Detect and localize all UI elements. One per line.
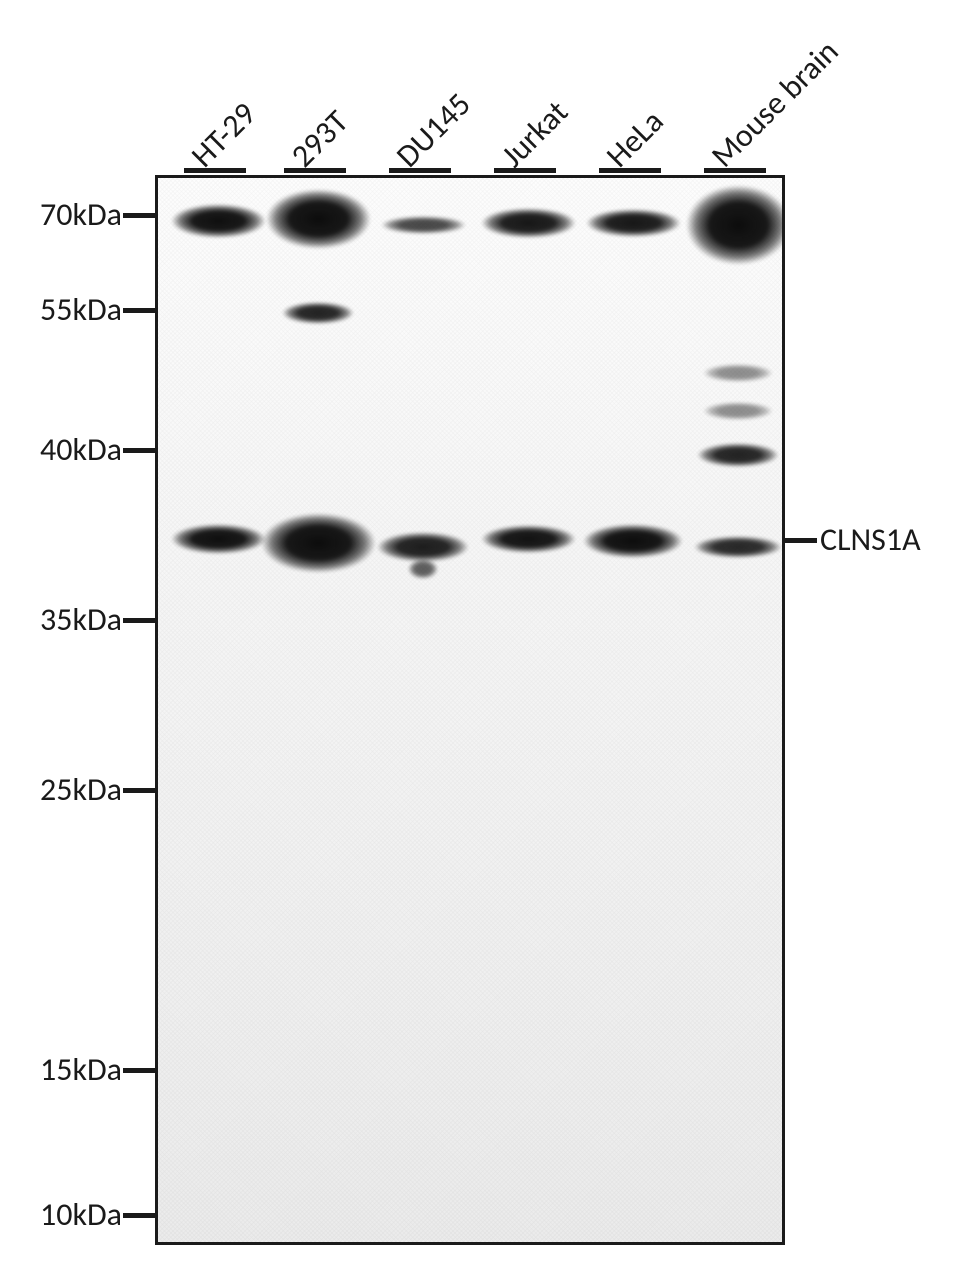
blot-band bbox=[261, 513, 376, 573]
blot-band bbox=[408, 559, 438, 579]
lane-label: HT-29 bbox=[183, 94, 264, 175]
mw-marker-tick bbox=[123, 308, 155, 313]
lane-label: Mouse brain bbox=[703, 32, 846, 175]
blot-band bbox=[703, 364, 773, 382]
mw-marker-tick bbox=[123, 448, 155, 453]
blot-band bbox=[703, 402, 773, 420]
mw-marker-label: 10kDa bbox=[40, 1195, 122, 1234]
blot-band bbox=[282, 302, 354, 324]
target-tick bbox=[785, 538, 817, 543]
blot-band bbox=[381, 216, 466, 234]
mw-marker-tick bbox=[123, 1213, 155, 1218]
mw-marker-tick bbox=[123, 788, 155, 793]
blot-band bbox=[377, 532, 469, 562]
blot-band bbox=[697, 443, 779, 467]
lane-label: Jurkat bbox=[493, 93, 576, 176]
mw-marker-tick bbox=[123, 213, 155, 218]
mw-marker-label: 35kDa bbox=[40, 600, 122, 639]
lane-label: HeLa bbox=[598, 102, 671, 175]
blot-band bbox=[586, 209, 681, 237]
blot-band bbox=[481, 208, 576, 238]
mw-marker-label: 40kDa bbox=[40, 430, 122, 469]
mw-marker-tick bbox=[123, 618, 155, 623]
blot-band bbox=[694, 536, 782, 558]
target-protein-label: CLNS1A bbox=[820, 520, 921, 559]
mw-marker-tick bbox=[123, 1068, 155, 1073]
blot-band bbox=[686, 185, 786, 265]
blot-band bbox=[583, 524, 683, 558]
lane-label: 293T bbox=[283, 102, 356, 175]
mw-marker-label: 55kDa bbox=[40, 290, 122, 329]
western-blot-figure: 70kDa 55kDa 40kDa 35kDa 25kDa 15kDa 10kDa HT-2… bbox=[0, 0, 973, 1280]
mw-marker-label: 25kDa bbox=[40, 770, 122, 809]
blot-membrane-box bbox=[155, 175, 785, 1245]
lane-label: DU145 bbox=[388, 85, 478, 175]
blot-membrane-background bbox=[158, 178, 782, 1242]
mw-marker-label: 70kDa bbox=[40, 195, 122, 234]
blot-band bbox=[481, 525, 576, 553]
mw-marker-label: 15kDa bbox=[40, 1050, 122, 1089]
blot-band bbox=[266, 189, 371, 249]
blot-band bbox=[171, 204, 266, 238]
blot-band bbox=[171, 524, 266, 554]
